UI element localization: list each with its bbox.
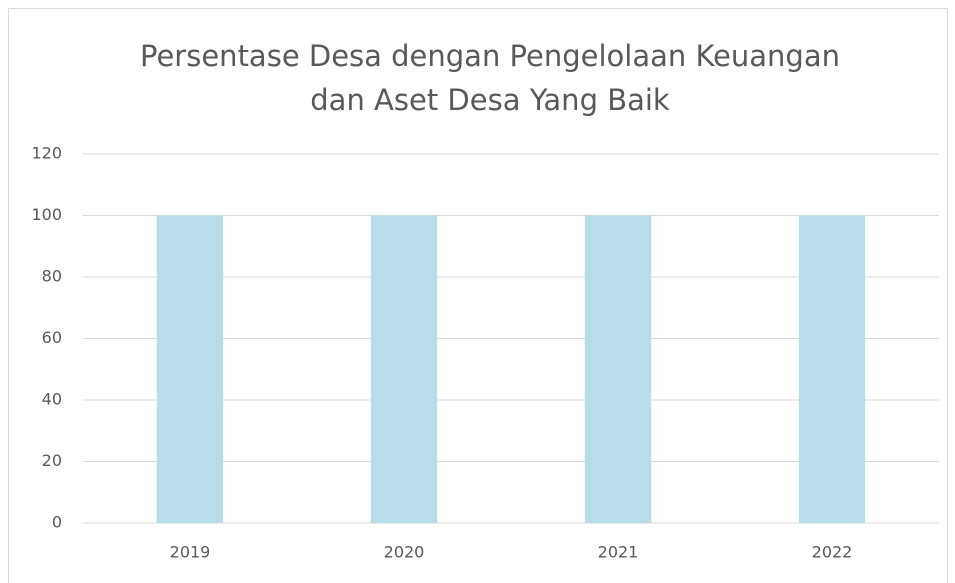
x-tick-label: 2020 xyxy=(384,543,425,562)
bar xyxy=(370,215,438,523)
y-tick-label: 20 xyxy=(42,451,62,470)
chart-title: Persentase Desa dengan Pengelolaan Keuan… xyxy=(140,39,840,73)
bar xyxy=(156,215,224,523)
bar xyxy=(798,215,866,523)
y-tick-label: 100 xyxy=(31,205,62,224)
x-tick-label: 2022 xyxy=(812,543,853,562)
bar xyxy=(584,215,652,523)
chart-title: dan Aset Desa Yang Baik xyxy=(310,83,670,117)
y-tick-label: 0 xyxy=(52,513,62,532)
y-tick-label: 40 xyxy=(42,390,62,409)
y-tick-label: 60 xyxy=(42,328,62,347)
y-tick-label: 80 xyxy=(42,267,62,286)
y-tick-label: 120 xyxy=(31,144,62,163)
x-tick-label: 2019 xyxy=(170,543,211,562)
x-tick-label: 2021 xyxy=(598,543,639,562)
